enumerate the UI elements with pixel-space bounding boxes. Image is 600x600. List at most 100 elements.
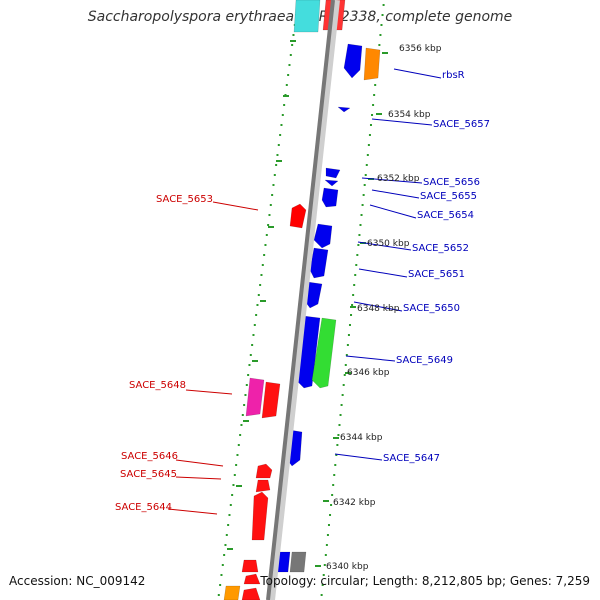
- gene-blue-5656b: [324, 179, 339, 187]
- gene-red-5648: [261, 381, 281, 419]
- ruler-dot: [323, 564, 326, 566]
- leader-line: [185, 389, 233, 395]
- ruler-dot: [251, 344, 254, 346]
- ruler-dot: [219, 584, 222, 586]
- ruler-dot: [260, 274, 263, 276]
- ruler-dot: [335, 454, 338, 456]
- ruler-dot: [283, 104, 286, 106]
- ruler-dot: [367, 144, 370, 146]
- ruler-dot: [263, 254, 266, 256]
- gene-label-sace-5648[interactable]: SACE_5648: [129, 380, 186, 391]
- gene-label-sace-5651[interactable]: SACE_5651: [408, 269, 465, 280]
- ruler-dot: [233, 474, 236, 476]
- leader-line: [358, 268, 408, 278]
- ruler-dot: [244, 394, 247, 396]
- leader-line: [361, 177, 423, 184]
- ruler-dot: [277, 144, 280, 146]
- ruler-dot: [225, 534, 228, 536]
- ruler-tick: [323, 500, 329, 502]
- gene-label-sace-5657[interactable]: SACE_5657: [433, 119, 490, 130]
- ruler-dot: [239, 434, 242, 436]
- gene-orange-bottom: [223, 585, 241, 600]
- ruler-tick: [243, 420, 249, 422]
- ruler-dot: [382, 4, 385, 6]
- ruler-dot: [241, 414, 244, 416]
- ruler-tick: [227, 548, 233, 550]
- ruler-dot: [344, 364, 347, 366]
- ruler-dot: [373, 94, 376, 96]
- tick-label-6352: 6352 kbp: [377, 174, 420, 184]
- ruler-dot: [362, 194, 365, 196]
- ruler-dot: [243, 404, 246, 406]
- ruler-dot: [253, 324, 256, 326]
- ruler-dot: [249, 354, 252, 356]
- gene-blue-5656: [325, 167, 341, 179]
- ruler-dot: [255, 314, 258, 316]
- tick-label-6356: 6356 kbp: [399, 44, 442, 54]
- gene-label-sace-5656[interactable]: SACE_5656: [423, 177, 480, 188]
- ruler-dot: [232, 484, 235, 486]
- ruler-dot: [345, 354, 348, 356]
- ruler-dot: [324, 554, 327, 556]
- gene-label-sace-5653[interactable]: SACE_5653: [156, 194, 213, 205]
- ruler-dot: [252, 334, 255, 336]
- ruler-dot: [329, 514, 332, 516]
- ruler-dot: [272, 184, 275, 186]
- leader-line: [369, 204, 417, 219]
- gene-blue-5651: [309, 247, 329, 279]
- ruler-dot: [325, 544, 328, 546]
- ruler-dot: [361, 204, 364, 206]
- ruler-dot: [331, 494, 334, 496]
- ruler-dot: [327, 524, 330, 526]
- ruler-dot: [247, 374, 250, 376]
- ruler-dot: [265, 234, 268, 236]
- accession-text: Accession: NC_009142: [9, 574, 146, 588]
- ruler-dot: [371, 114, 374, 116]
- gene-label-sace-5649[interactable]: SACE_5649: [396, 355, 453, 366]
- ruler-dot: [337, 434, 340, 436]
- gene-label-rbsr[interactable]: rbsR: [442, 70, 465, 81]
- ruler-dot: [352, 294, 355, 296]
- leader-line: [371, 189, 420, 199]
- tick-label-6344: 6344 kbp: [340, 433, 383, 443]
- gene-label-sace-5647[interactable]: SACE_5647: [383, 453, 440, 464]
- ruler-dot: [227, 524, 230, 526]
- gene-label-sace-5655[interactable]: SACE_5655: [420, 191, 477, 202]
- ruler-dot: [363, 184, 366, 186]
- gene-label-sace-5652[interactable]: SACE_5652: [412, 243, 469, 254]
- ruler-dot: [322, 574, 325, 576]
- ruler-dot: [268, 214, 271, 216]
- gene-red-bottom: [241, 559, 259, 573]
- tick-label-6346: 6346 kbp: [347, 368, 390, 378]
- ruler-dot: [380, 24, 383, 26]
- ruler-dot: [259, 284, 262, 286]
- ruler-dot: [285, 84, 288, 86]
- gene-label-sace-5650[interactable]: SACE_5650: [403, 303, 460, 314]
- ruler-dot: [334, 464, 337, 466]
- ruler-dot: [271, 194, 274, 196]
- ruler-dot: [235, 464, 238, 466]
- ruler-dot: [378, 44, 381, 46]
- ruler-dot: [333, 474, 336, 476]
- leader-line: [167, 508, 218, 515]
- ruler-dot: [231, 494, 234, 496]
- ruler-dot: [346, 344, 349, 346]
- ruler-dot: [365, 164, 368, 166]
- gene-gray-bottom: [289, 551, 307, 573]
- gene-label-sace-5644[interactable]: SACE_5644: [115, 502, 172, 513]
- gene-label-sace-5654[interactable]: SACE_5654: [417, 210, 474, 221]
- ruler-dot: [217, 594, 220, 596]
- ruler-dot: [355, 264, 358, 266]
- ruler-dot: [356, 254, 359, 256]
- tick-label-6348: 6348 kbp: [357, 304, 400, 314]
- ruler-dots-right: [320, 4, 385, 596]
- ruler-dot: [359, 224, 362, 226]
- ruler-dot: [343, 374, 346, 376]
- ruler-tick: [290, 40, 296, 42]
- gene-label-sace-5646[interactable]: SACE_5646: [121, 451, 178, 462]
- ruler-dot: [221, 564, 224, 566]
- gene-orange-rbsr: [363, 47, 381, 81]
- ruler-dot: [360, 214, 363, 216]
- ruler-dot: [321, 584, 324, 586]
- gene-label-sace-5645[interactable]: SACE_5645: [120, 469, 177, 480]
